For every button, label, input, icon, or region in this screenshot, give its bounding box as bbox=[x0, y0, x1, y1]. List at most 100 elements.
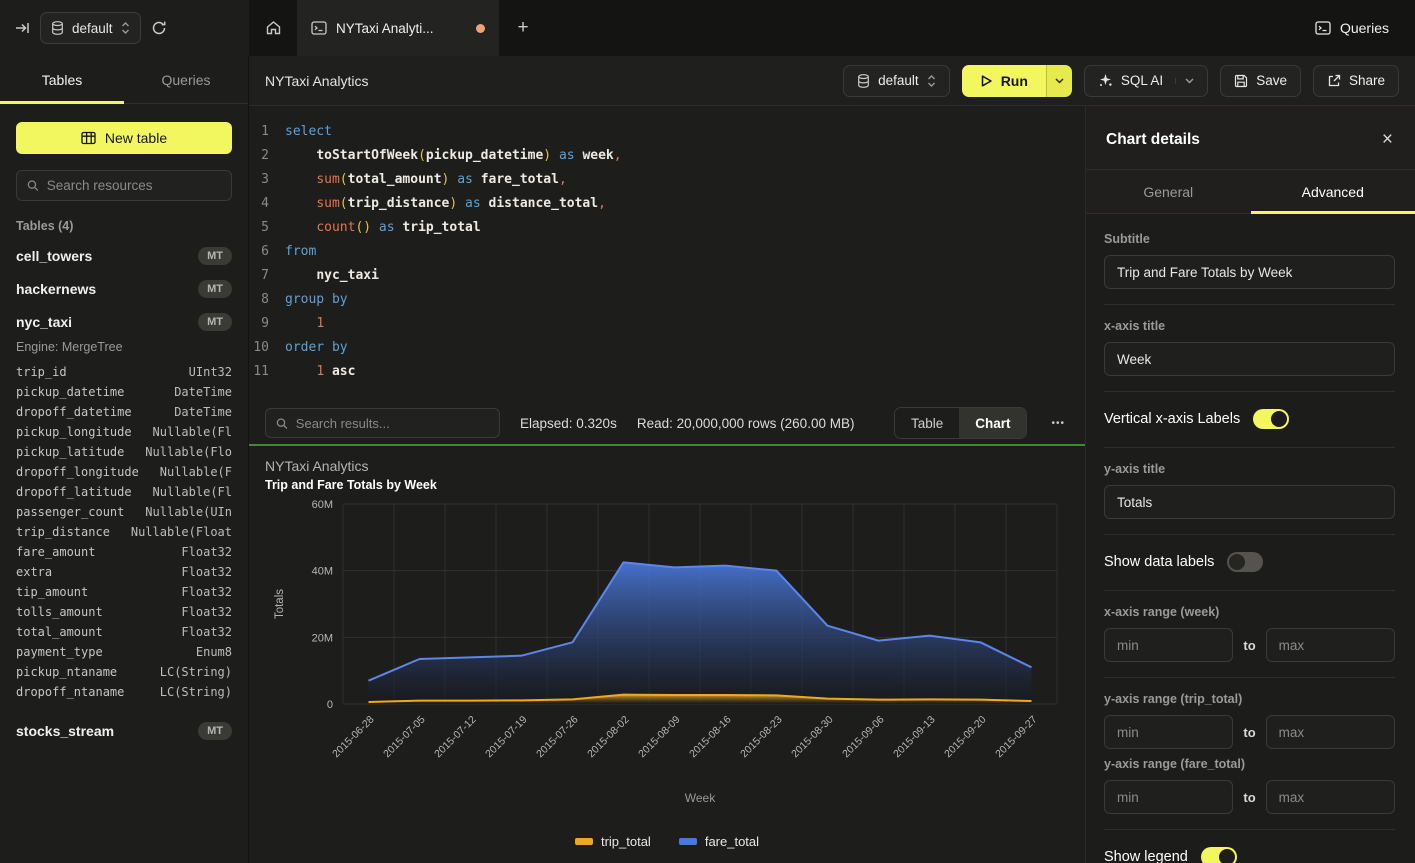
table-row-hackernews[interactable]: hackernewsMT bbox=[16, 272, 232, 305]
vertical-x-labels-row: Vertical x-axis Labels bbox=[1104, 406, 1395, 432]
x-tick-label: 2015-08-23 bbox=[738, 714, 785, 761]
tab-nytaxi-analytics[interactable]: NYTaxi Analyti... bbox=[297, 0, 499, 56]
column-row: dropoff_longitudeNullable(F bbox=[16, 462, 232, 482]
sql-line: 4 sum(trip_distance) as distance_total, bbox=[249, 192, 1085, 216]
home-button[interactable] bbox=[249, 0, 297, 56]
vertical-x-labels-toggle[interactable] bbox=[1253, 409, 1289, 429]
show-data-labels-toggle[interactable] bbox=[1227, 552, 1263, 572]
sql-ai-button[interactable]: SQL AI bbox=[1084, 65, 1208, 97]
view-chart-button[interactable]: Chart bbox=[959, 408, 1026, 438]
new-table-button[interactable]: New table bbox=[16, 122, 232, 154]
divider bbox=[1104, 534, 1395, 535]
table-row-cell_towers[interactable]: cell_towersMT bbox=[16, 239, 232, 272]
x-axis-title-input[interactable] bbox=[1104, 342, 1395, 376]
terminal-icon bbox=[311, 21, 327, 35]
table-icon bbox=[81, 131, 96, 145]
column-row: fare_amountFloat32 bbox=[16, 542, 232, 562]
line-number: 2 bbox=[249, 144, 285, 168]
search-resources-input[interactable] bbox=[47, 178, 221, 193]
refresh-icon[interactable] bbox=[151, 20, 167, 36]
column-row: dropoff_datetimeDateTime bbox=[16, 402, 232, 422]
panel-tab-general[interactable]: General bbox=[1086, 170, 1251, 213]
queries-button[interactable]: Queries bbox=[1289, 0, 1415, 56]
x-tick-label: 2015-08-30 bbox=[789, 714, 836, 761]
table-row-stocks_stream[interactable]: stocks_streamMT bbox=[16, 714, 232, 747]
column-row: pickup_ntanameLC(String) bbox=[16, 662, 232, 682]
chevron-updown-icon bbox=[927, 74, 936, 88]
y-axis-range-trip-max-input[interactable] bbox=[1266, 715, 1395, 749]
save-button[interactable]: Save bbox=[1220, 65, 1301, 97]
panel-body: Subtitle x-axis title Vertical x-axis La… bbox=[1086, 214, 1415, 863]
run-button[interactable]: Run bbox=[962, 65, 1046, 97]
chart-title: NYTaxi Analytics bbox=[265, 458, 1069, 474]
engine-label: Engine: MergeTree bbox=[16, 340, 232, 354]
run-options-button[interactable] bbox=[1046, 65, 1072, 97]
legend-item-fare_total[interactable]: fare_total bbox=[679, 834, 759, 849]
line-number: 4 bbox=[249, 192, 285, 216]
y-axis-range-fare-min-input[interactable] bbox=[1104, 780, 1233, 814]
app-window: default NYTaxi Analyti... + Queries bbox=[0, 0, 1415, 863]
x-axis-range-max-input[interactable] bbox=[1266, 628, 1395, 662]
column-row: trip_idUInt32 bbox=[16, 362, 232, 382]
home-icon bbox=[265, 20, 282, 36]
database-icon bbox=[51, 21, 64, 35]
search-icon bbox=[276, 417, 288, 430]
x-axis-range-label: x-axis range (week) bbox=[1104, 605, 1395, 619]
y-axis-range-trip-row: to bbox=[1104, 715, 1395, 749]
sidebar-tab-queries[interactable]: Queries bbox=[124, 56, 248, 103]
show-legend-toggle[interactable] bbox=[1201, 847, 1237, 863]
sql-line: 7 nyc_taxi bbox=[249, 264, 1085, 288]
more-options-button[interactable]: ••• bbox=[1047, 414, 1069, 433]
line-number: 1 bbox=[249, 120, 285, 144]
sql-line: 3 sum(total_amount) as fare_total, bbox=[249, 168, 1085, 192]
x-tick-label: 2015-06-28 bbox=[330, 714, 377, 761]
share-icon bbox=[1327, 74, 1341, 88]
x-tick-label: 2015-09-06 bbox=[840, 714, 887, 761]
sidebar: Tables Queries New table Tables (4) cell… bbox=[0, 56, 249, 863]
svg-text:20M: 20M bbox=[312, 632, 333, 644]
sidebar-tab-tables[interactable]: Tables bbox=[0, 56, 124, 103]
legend-swatch bbox=[679, 838, 697, 845]
x-axis-title-label: x-axis title bbox=[1104, 319, 1395, 333]
line-number: 9 bbox=[249, 312, 285, 336]
sql-editor[interactable]: 1select2 toStartOfWeek(pickup_datetime) … bbox=[249, 106, 1085, 402]
legend-item-trip_total[interactable]: trip_total bbox=[575, 834, 651, 849]
line-number: 6 bbox=[249, 240, 285, 264]
database-selector[interactable]: default bbox=[40, 12, 141, 44]
y-axis-range-fare-max-input[interactable] bbox=[1266, 780, 1395, 814]
search-results-input[interactable] bbox=[296, 416, 489, 431]
divider bbox=[1104, 304, 1395, 305]
query-header: NYTaxi Analytics default Run bbox=[249, 56, 1415, 106]
column-row: passenger_countNullable(UIn bbox=[16, 502, 232, 522]
svg-text:40M: 40M bbox=[312, 566, 333, 578]
close-icon[interactable]: × bbox=[1382, 130, 1393, 149]
run-database-selector[interactable]: default bbox=[843, 65, 950, 97]
new-tab-button[interactable]: + bbox=[499, 0, 547, 56]
line-number: 10 bbox=[249, 336, 285, 360]
y-axis-range-trip-min-input[interactable] bbox=[1104, 715, 1233, 749]
sparkles-icon bbox=[1098, 73, 1113, 88]
sql-line: 2 toStartOfWeek(pickup_datetime) as week… bbox=[249, 144, 1085, 168]
chart-legend: trip_total fare_total bbox=[265, 830, 1069, 857]
panel-tab-advanced[interactable]: Advanced bbox=[1251, 170, 1415, 213]
share-button[interactable]: Share bbox=[1313, 65, 1399, 97]
read-stat: Read: 20,000,000 rows (260.00 MB) bbox=[637, 416, 855, 431]
divider bbox=[1104, 677, 1395, 678]
line-number: 11 bbox=[249, 360, 285, 384]
subtitle-input[interactable] bbox=[1104, 255, 1395, 289]
y-axis-range-fare-row: to bbox=[1104, 780, 1395, 814]
view-table-button[interactable]: Table bbox=[895, 408, 959, 438]
column-row: pickup_longitudeNullable(Fl bbox=[16, 422, 232, 442]
table-row-nyc_taxi[interactable]: nyc_taxiMT bbox=[16, 305, 232, 338]
chart-plot[interactable]: 020M40M60M2015-06-282015-07-052015-07-12… bbox=[265, 492, 1069, 830]
y-axis-title-label: y-axis title bbox=[1104, 462, 1395, 476]
y-axis-title-input[interactable] bbox=[1104, 485, 1395, 519]
chart-details-panel: Chart details × General Advanced Subtitl… bbox=[1085, 106, 1415, 863]
x-tick-label: 2015-09-20 bbox=[942, 714, 989, 761]
engine-badge: MT bbox=[198, 280, 232, 298]
x-axis-range-min-input[interactable] bbox=[1104, 628, 1233, 662]
engine-badge: MT bbox=[198, 313, 232, 331]
collapse-sidebar-icon[interactable] bbox=[14, 20, 30, 36]
sql-ai-options-button[interactable] bbox=[1175, 78, 1194, 84]
sql-line: 6from bbox=[249, 240, 1085, 264]
